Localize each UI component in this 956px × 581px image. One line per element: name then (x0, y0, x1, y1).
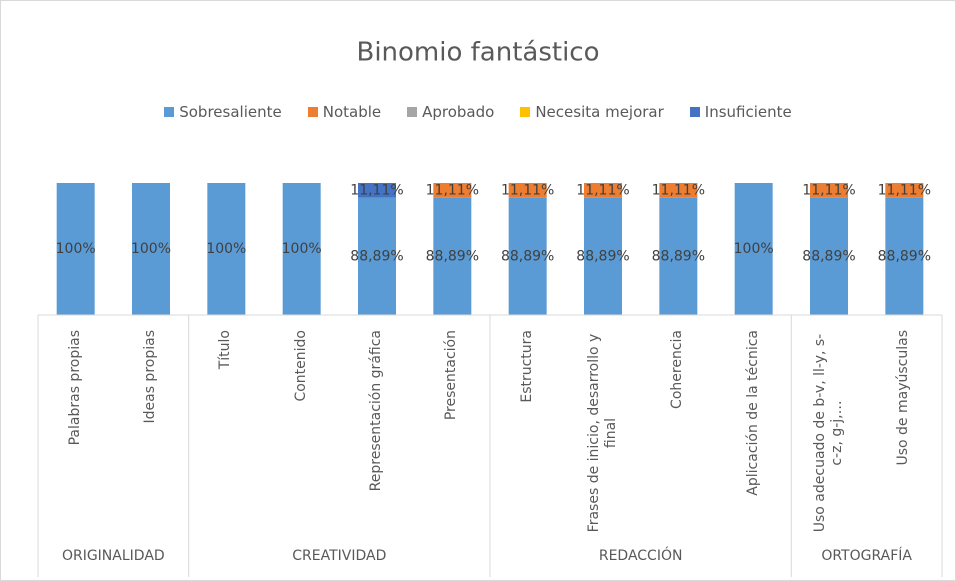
x-tick-text: Aplicación de la técnica (744, 330, 761, 496)
legend-swatch (689, 107, 700, 117)
x-tick-label: Uso adecuado de b-v, ll-y, s-c-z, g-j,… (793, 330, 865, 536)
data-label: 100% (206, 241, 246, 257)
x-tick-label: Presentación (416, 330, 488, 536)
x-tick-label: Estructura (492, 330, 564, 536)
legend-item: Sobresaliente (164, 103, 282, 121)
group-label: CREATIVIDAD (292, 548, 386, 564)
group-label: REDACCIÓN (599, 546, 683, 564)
legend-label: Notable (322, 103, 382, 121)
x-tick-label: Contenido (266, 330, 338, 536)
bar-segment (885, 183, 924, 198)
x-tick-label: Ideas propias (115, 330, 187, 536)
data-label: 11,11% (878, 182, 931, 198)
bar-segment (885, 197, 924, 315)
legend-item: Aprobado (407, 103, 494, 121)
bar-segment (56, 183, 95, 315)
legend-swatch (164, 107, 175, 117)
x-tick-label: Representación gráfica (341, 330, 413, 536)
x-tick-label: Frases de inicio, desarrollo y final (567, 330, 639, 536)
bar-segment (282, 183, 321, 315)
legend-label: Sobresaliente (179, 103, 282, 121)
data-label: 88,89% (426, 248, 479, 264)
group-label: ORTOGRAFÍA (821, 547, 912, 564)
x-tick-text: Palabras propias (66, 330, 83, 446)
legend-swatch (307, 107, 318, 117)
data-label: 88,89% (802, 248, 855, 264)
bar-segment (508, 197, 547, 315)
data-label: 11,11% (501, 182, 554, 198)
legend-label: Insuficiente (704, 103, 792, 121)
data-label: 100% (734, 241, 774, 257)
bar-segment (659, 183, 698, 198)
bar-segment (358, 183, 396, 198)
bar-segment (810, 197, 848, 315)
bar-segment (433, 183, 472, 198)
data-label: 88,89% (576, 248, 629, 264)
x-tick-label: Título (190, 330, 262, 536)
x-tick-text: Contenido (292, 330, 309, 402)
x-tick-label: Aplicación de la técnica (718, 330, 790, 536)
legend-swatch (520, 107, 531, 117)
data-label: 11,11% (802, 182, 855, 198)
legend-item: Notable (307, 103, 382, 121)
legend-label: Necesita mejorar (535, 103, 664, 121)
data-label: 11,11% (652, 182, 705, 198)
x-tick-label: Uso de mayúsculas (868, 330, 940, 536)
bar-segment (659, 197, 698, 315)
x-tick-label: Coherencia (642, 330, 714, 536)
x-tick-text: Uso adecuado de b-v, ll-y, s-c-z, g-j,… (811, 333, 846, 533)
x-tick-text: Presentación (443, 330, 460, 421)
data-label: 100% (56, 241, 96, 257)
data-label: 88,89% (350, 248, 403, 264)
bar-segment (508, 183, 547, 198)
legend-swatch (407, 107, 418, 117)
data-label: 11,11% (576, 182, 629, 198)
x-tick-text: Representación gráfica (368, 330, 385, 492)
data-label: 88,89% (652, 248, 705, 264)
data-label: 11,11% (350, 182, 403, 198)
legend-item: Necesita mejorar (520, 103, 664, 121)
legend: Sobresaliente Notable Aprobado Necesita mej… (1, 103, 955, 121)
x-tick-text: Título (217, 330, 234, 370)
group-label: ORIGINALIDAD (62, 548, 165, 564)
bar-segment (734, 183, 773, 315)
x-tick-label: Palabras propias (40, 330, 112, 536)
bar-segment (584, 183, 622, 198)
bar-segment (584, 197, 622, 315)
data-label: 88,89% (878, 248, 931, 264)
data-label: 100% (131, 241, 171, 257)
bar-segment (358, 197, 396, 315)
x-tick-text: Ideas propias (142, 330, 159, 424)
bar-segment (132, 183, 170, 315)
bar-segment (207, 183, 246, 315)
x-tick-text: Estructura (518, 330, 535, 403)
data-label: 11,11% (426, 182, 479, 198)
chart-title: Binomio fantástico (356, 38, 599, 68)
data-label: 88,89% (501, 248, 554, 264)
bar-segment (810, 183, 848, 198)
legend-item: Insuficiente (689, 103, 792, 121)
data-label: 100% (282, 241, 322, 257)
x-tick-text: Frases de inicio, desarrollo y final (585, 333, 620, 533)
x-tick-text: Uso de mayúsculas (895, 330, 912, 466)
legend-label: Aprobado (422, 103, 495, 121)
bar-segment (433, 197, 472, 315)
x-tick-text: Coherencia (669, 330, 686, 409)
